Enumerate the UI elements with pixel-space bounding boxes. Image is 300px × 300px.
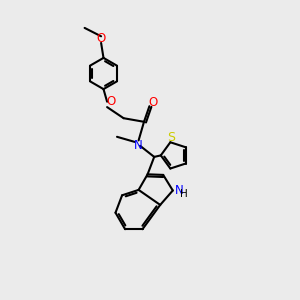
Text: O: O — [107, 95, 116, 108]
Text: O: O — [97, 32, 106, 45]
Text: N: N — [134, 139, 142, 152]
Text: N: N — [174, 184, 183, 197]
Text: H: H — [180, 189, 188, 199]
Text: O: O — [148, 96, 158, 109]
Text: S: S — [167, 131, 175, 144]
